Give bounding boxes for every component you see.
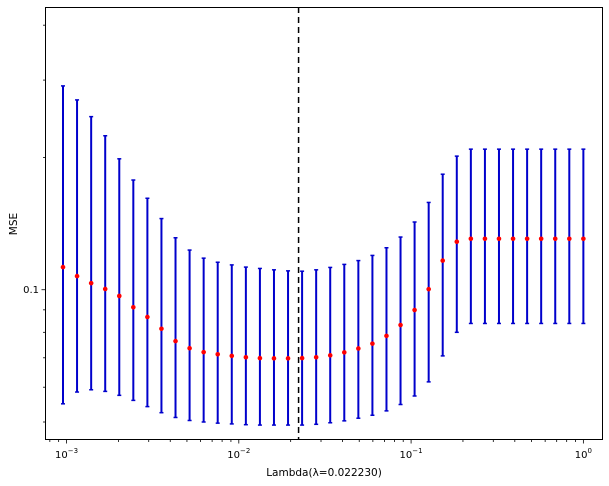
mse-point: [567, 236, 572, 242]
x-tick-label: 100: [575, 447, 592, 461]
x-axis-label: Lambda(λ=0.022230): [266, 467, 382, 479]
mse-point: [116, 293, 122, 299]
mse-point: [426, 286, 431, 292]
y-axis-label: MSE: [8, 213, 20, 235]
mse-point: [440, 258, 446, 263]
x-tick-label: 10−1: [400, 447, 423, 461]
y-tick-label: 0.1: [23, 285, 39, 296]
mse-point: [313, 354, 319, 360]
x-tick-layer: 10−3 10−2 10−1 100: [49, 440, 592, 461]
mse-point: [131, 305, 136, 310]
mse-point: [468, 236, 474, 242]
y-tick-layer: 0.1: [23, 24, 45, 423]
mse-point: [454, 239, 460, 245]
mse-point: [552, 236, 558, 242]
mse-point: [398, 322, 403, 328]
mse-point: [74, 273, 80, 279]
mse-point: [327, 353, 333, 358]
mse-point: [510, 236, 516, 242]
mse-point: [370, 341, 375, 346]
mse-point: [145, 314, 150, 320]
mse-point: [496, 236, 502, 242]
mse-point: [299, 355, 305, 361]
mse-point: [412, 307, 417, 313]
mse-point: [243, 354, 249, 360]
mse-point: [384, 333, 389, 339]
mse-point: [60, 264, 66, 270]
mse-point: [538, 236, 544, 242]
errorbar-layer: [61, 85, 586, 426]
mse-point: [187, 345, 192, 351]
mse-point: [285, 356, 291, 361]
mse-point: [356, 346, 361, 351]
mse-point: [173, 338, 178, 344]
mse-point: [229, 353, 235, 359]
mse-point: [271, 356, 277, 361]
mse-point: [341, 350, 347, 355]
point-layer: [60, 236, 586, 361]
mse-point: [257, 355, 263, 361]
mse-point: [524, 236, 530, 242]
mse-point: [581, 236, 586, 242]
mse-point: [482, 236, 488, 242]
mse-point: [88, 280, 94, 286]
mse-point: [159, 326, 164, 332]
mse-point: [201, 349, 206, 355]
mse-point: [102, 286, 108, 292]
mse-point: [215, 351, 221, 357]
x-tick-label: 10−3: [55, 447, 78, 461]
axes-frame: [45, 7, 603, 440]
x-tick-label: 10−2: [227, 447, 250, 461]
